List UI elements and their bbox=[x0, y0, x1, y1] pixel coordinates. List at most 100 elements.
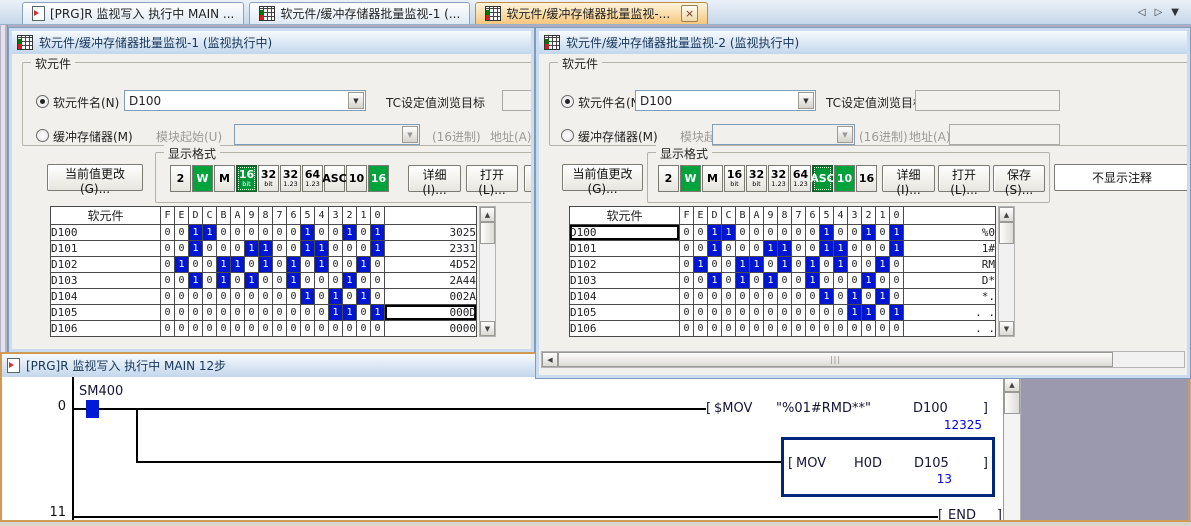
device-cell[interactable]: D103 bbox=[50, 272, 161, 289]
bit-cell[interactable]: 1 bbox=[286, 256, 301, 273]
bit-cell[interactable]: 0 bbox=[202, 272, 217, 289]
bit-cell[interactable]: 0 bbox=[258, 272, 273, 289]
bit-cell[interactable]: 0 bbox=[889, 320, 904, 337]
instruction-mov[interactable]: [ MOV H0D D105 ] bbox=[788, 456, 988, 471]
bit-cell[interactable]: 0 bbox=[791, 256, 806, 273]
buffer-memory-radio[interactable] bbox=[36, 129, 49, 142]
bit-cell[interactable]: 1 bbox=[833, 256, 848, 273]
bit-cell[interactable]: 1 bbox=[314, 240, 329, 257]
format-button-16-bit[interactable]: 16 bit bbox=[236, 165, 257, 192]
bit-cell[interactable]: 0 bbox=[328, 224, 343, 241]
bit-cell[interactable]: 0 bbox=[791, 304, 806, 321]
bit-cell[interactable]: 1 bbox=[861, 304, 876, 321]
bit-cell[interactable]: 0 bbox=[889, 288, 904, 305]
scroll-up-icon[interactable]: ▲ bbox=[1004, 377, 1020, 392]
bit-cell[interactable]: 1 bbox=[763, 240, 778, 257]
bit-cell[interactable]: 0 bbox=[230, 288, 245, 305]
bit-cell[interactable]: 0 bbox=[370, 320, 385, 337]
ladder-vertical-scrollbar[interactable]: ▲ bbox=[1004, 377, 1021, 520]
bit-cell[interactable]: 1 bbox=[819, 224, 834, 241]
bit-cell[interactable]: 0 bbox=[861, 240, 876, 257]
bit-cell[interactable]: 1 bbox=[370, 304, 385, 321]
bit-cell[interactable]: 0 bbox=[272, 288, 287, 305]
bit-cell[interactable]: 0 bbox=[230, 224, 245, 241]
bit-cell[interactable]: 0 bbox=[805, 288, 820, 305]
bit-cell[interactable]: 0 bbox=[356, 320, 371, 337]
value-cell[interactable]: 0000 bbox=[384, 320, 477, 337]
bit-cell[interactable]: 0 bbox=[847, 224, 862, 241]
bit-cell[interactable]: 0 bbox=[833, 304, 848, 321]
bit-cell[interactable]: 1 bbox=[875, 288, 890, 305]
format-button-2[interactable]: 2 bbox=[170, 165, 191, 192]
scroll-down-icon[interactable]: ▼ bbox=[480, 321, 495, 336]
bit-cell[interactable]: 0 bbox=[805, 224, 820, 241]
bit-cell[interactable]: 0 bbox=[342, 256, 357, 273]
bit-cell[interactable]: 0 bbox=[777, 304, 792, 321]
bit-cell[interactable]: 0 bbox=[721, 272, 736, 289]
bit-cell[interactable]: 1 bbox=[370, 224, 385, 241]
bit-cell[interactable]: 0 bbox=[216, 240, 231, 257]
format-button-m[interactable]: M bbox=[214, 165, 235, 192]
bit-cell[interactable]: 0 bbox=[833, 288, 848, 305]
bit-cell[interactable]: 0 bbox=[861, 288, 876, 305]
tab-scroll-left-button[interactable]: ◁ bbox=[1137, 7, 1146, 18]
bit-cell[interactable]: 0 bbox=[342, 240, 357, 257]
bit-cell[interactable]: 1 bbox=[188, 224, 203, 241]
bit-cell[interactable]: 0 bbox=[160, 256, 175, 273]
bit-cell[interactable]: 1 bbox=[805, 272, 820, 289]
value-cell[interactable]: RM bbox=[903, 256, 996, 273]
bit-cell[interactable]: 0 bbox=[160, 224, 175, 241]
bit-cell[interactable]: 0 bbox=[847, 240, 862, 257]
format-button-16-bit[interactable]: 16 bit bbox=[724, 165, 745, 192]
bit-cell[interactable]: 0 bbox=[160, 288, 175, 305]
bit-cell[interactable]: 0 bbox=[721, 240, 736, 257]
bit-cell[interactable]: 1 bbox=[833, 240, 848, 257]
format-button-10[interactable]: 10 bbox=[346, 165, 367, 192]
bit-cell[interactable]: 0 bbox=[763, 288, 778, 305]
bit-cell[interactable]: 0 bbox=[272, 256, 287, 273]
bit-cell[interactable]: 0 bbox=[314, 304, 329, 321]
bit-cell[interactable]: 0 bbox=[356, 224, 371, 241]
no-comment-toggle-button[interactable]: 不显示注释 bbox=[1054, 164, 1187, 191]
tab-batch-monitor-1[interactable]: 软元件/缓冲存储器批量监视-1 (... bbox=[249, 2, 471, 24]
bit-cell[interactable]: 0 bbox=[721, 288, 736, 305]
bit-cell[interactable]: 0 bbox=[763, 304, 778, 321]
bit-cell[interactable]: 0 bbox=[819, 256, 834, 273]
bit-cell[interactable]: 0 bbox=[356, 240, 371, 257]
scroll-down-icon[interactable]: ▼ bbox=[999, 321, 1014, 336]
table-vertical-scrollbar[interactable]: ▲ ▼ bbox=[479, 206, 496, 337]
format-button-32-1-23[interactable]: 32 1.23 bbox=[280, 165, 301, 192]
scrollbar-thumb[interactable] bbox=[480, 222, 495, 244]
bit-cell[interactable]: 0 bbox=[244, 304, 259, 321]
bit-cell[interactable]: 0 bbox=[791, 320, 806, 337]
format-button-asc[interactable]: ASC bbox=[322, 165, 347, 192]
bit-cell[interactable]: 0 bbox=[188, 256, 203, 273]
value-cell[interactable]: 2331 bbox=[384, 240, 477, 257]
bit-cell[interactable]: 0 bbox=[833, 272, 848, 289]
bit-cell[interactable]: 1 bbox=[370, 240, 385, 257]
bit-cell[interactable]: 1 bbox=[356, 288, 371, 305]
format-button-10[interactable]: 10 bbox=[834, 165, 855, 192]
bit-cell[interactable]: 0 bbox=[791, 224, 806, 241]
open-button[interactable]: 打开(L)... bbox=[466, 165, 518, 197]
format-button-m[interactable]: M bbox=[702, 165, 723, 192]
bit-cell[interactable]: 0 bbox=[777, 320, 792, 337]
bit-cell[interactable]: 0 bbox=[202, 304, 217, 321]
bit-cell[interactable]: 0 bbox=[791, 240, 806, 257]
bit-cell[interactable]: 1 bbox=[356, 256, 371, 273]
device-name-combo[interactable]: D100 ▼ bbox=[635, 90, 816, 111]
device-cell[interactable]: D104 bbox=[569, 288, 680, 305]
value-cell[interactable]: 4D52 bbox=[384, 256, 477, 273]
bit-cell[interactable]: 1 bbox=[721, 224, 736, 241]
bit-cell[interactable]: 0 bbox=[258, 304, 273, 321]
bit-cell[interactable]: 0 bbox=[875, 240, 890, 257]
bit-cell[interactable]: 1 bbox=[749, 256, 764, 273]
chevron-down-icon[interactable]: ▼ bbox=[348, 92, 364, 109]
bit-cell[interactable]: 0 bbox=[174, 224, 189, 241]
bit-cell[interactable]: 0 bbox=[861, 256, 876, 273]
bit-cell[interactable]: 1 bbox=[889, 240, 904, 257]
bit-cell[interactable]: 0 bbox=[735, 304, 750, 321]
scroll-left-icon[interactable]: ◀ bbox=[542, 352, 558, 367]
open-button[interactable]: 打开(L)... bbox=[938, 165, 990, 197]
bit-cell[interactable]: 1 bbox=[216, 272, 231, 289]
